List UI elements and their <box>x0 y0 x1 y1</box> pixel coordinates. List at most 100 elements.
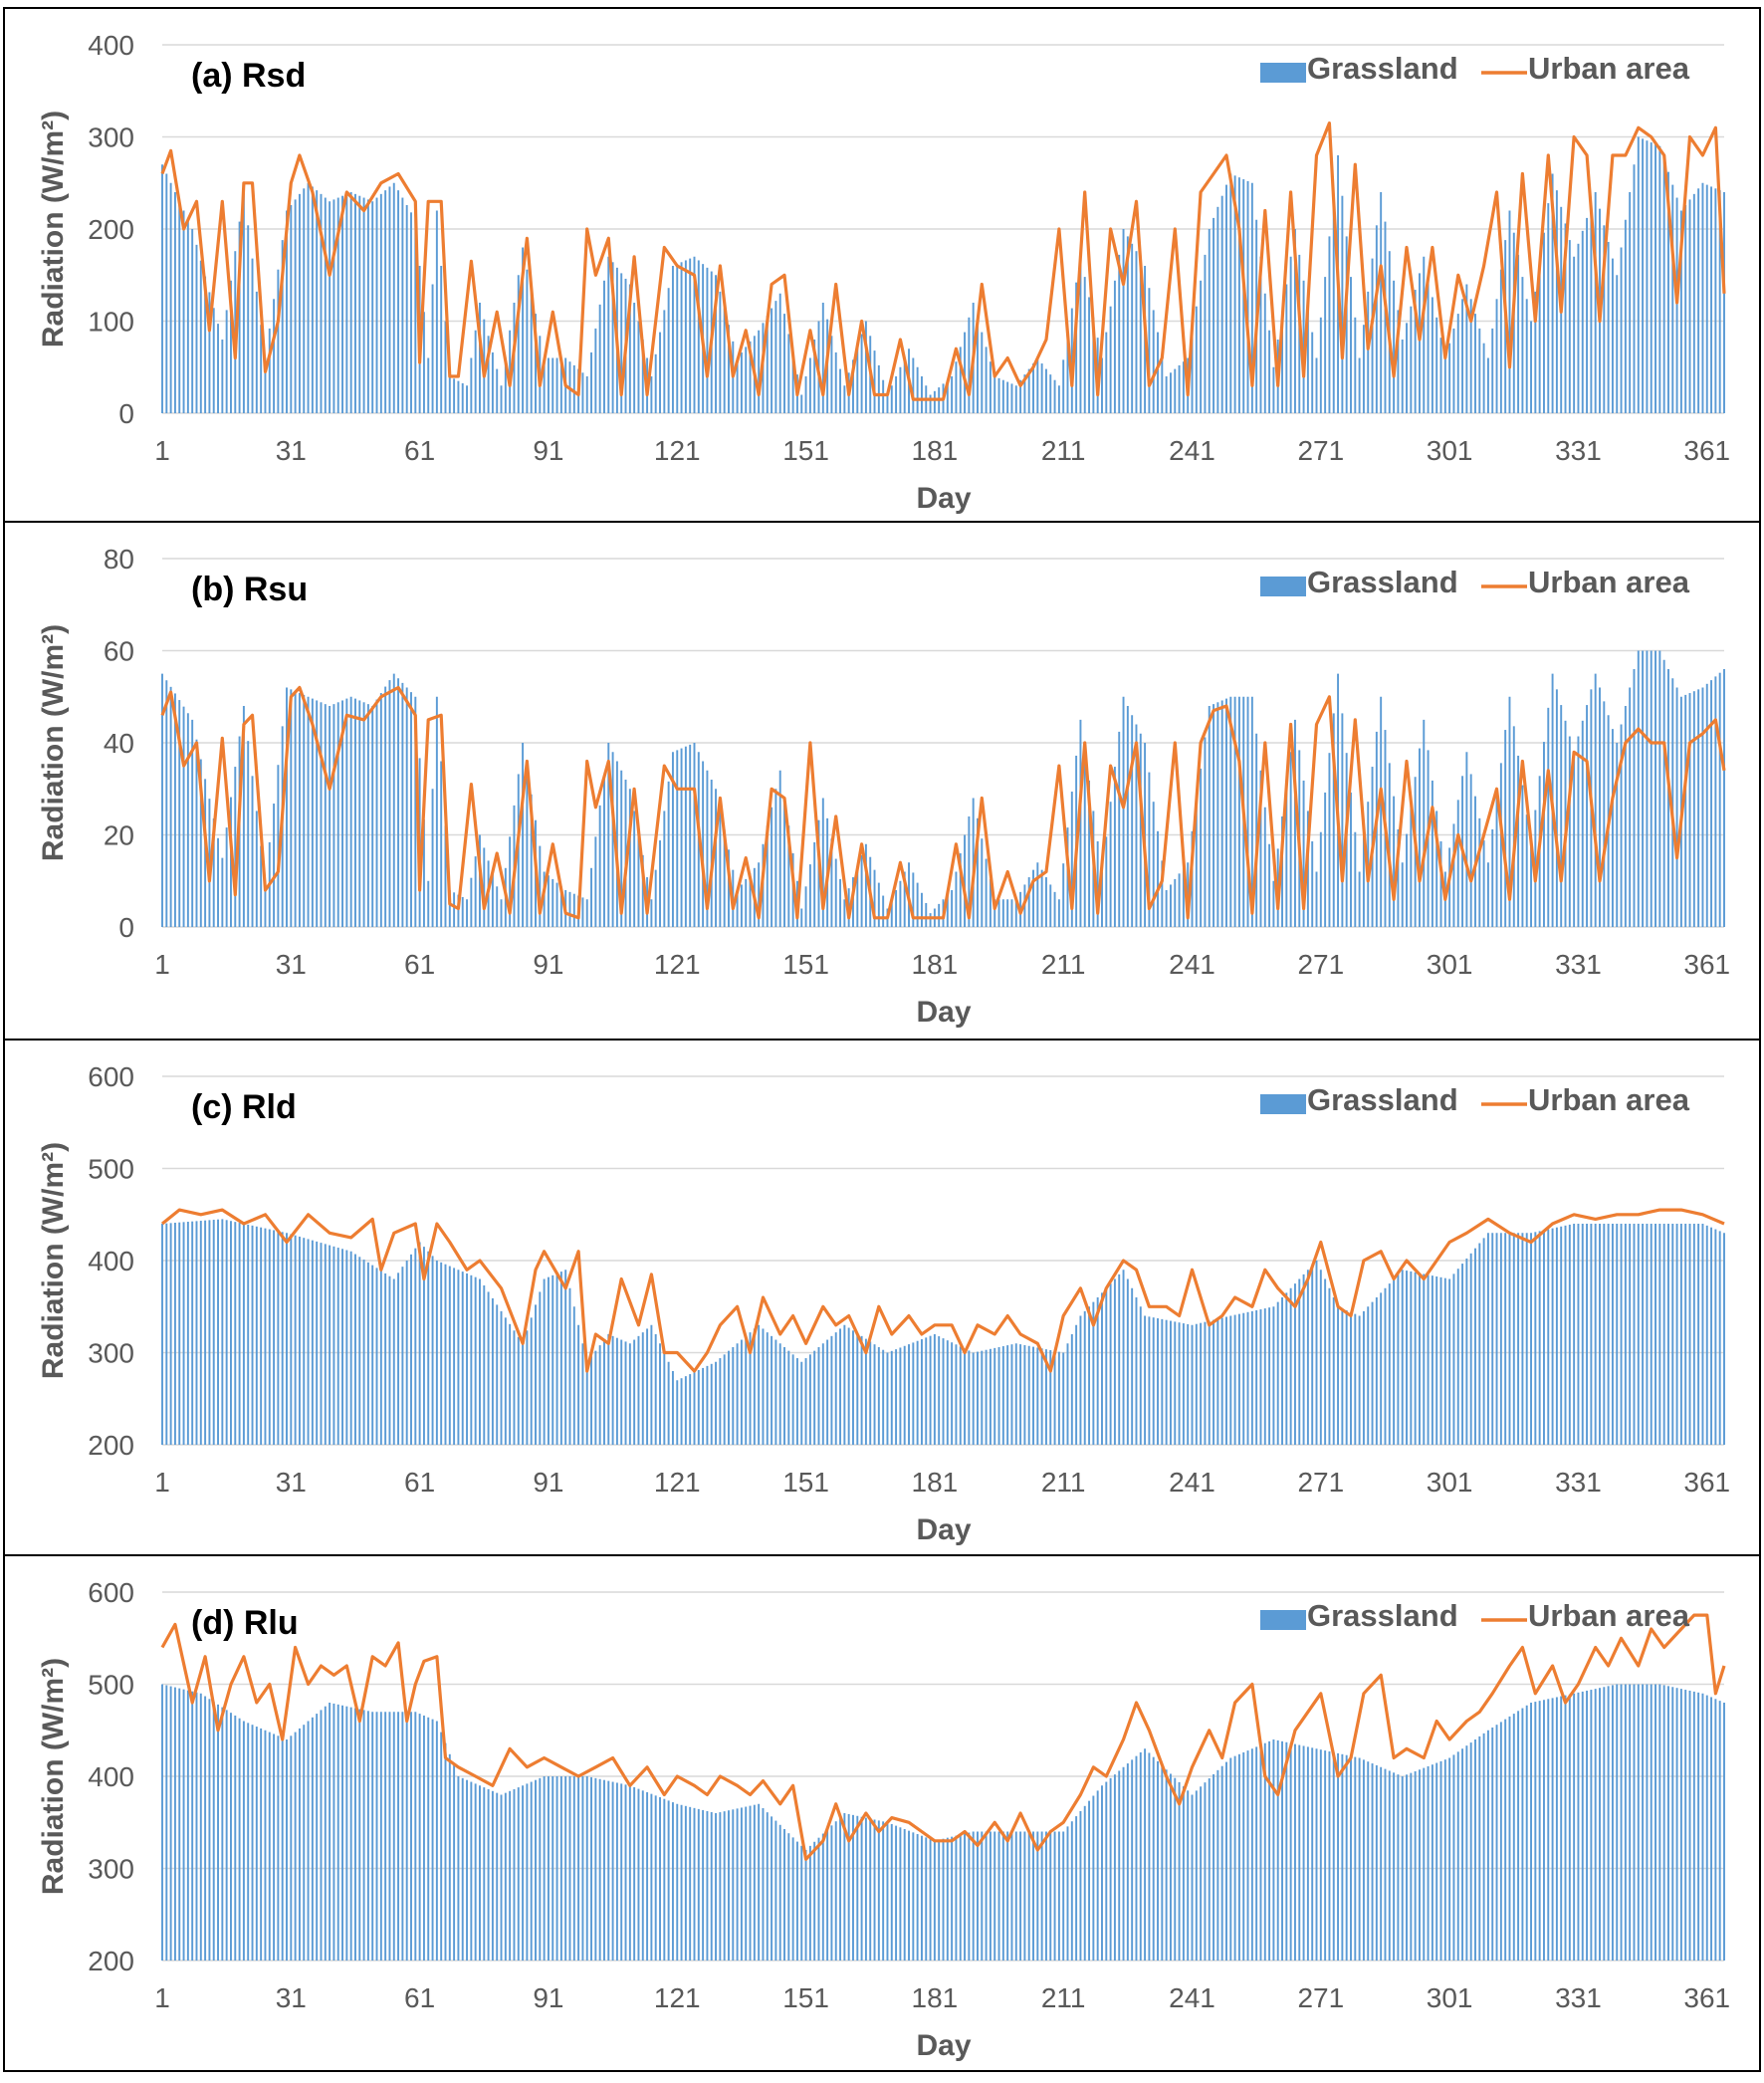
grassland-bar <box>972 1831 975 1961</box>
grassland-bar <box>946 379 949 413</box>
grassland-bar <box>1418 748 1421 927</box>
grassland-bar <box>1032 363 1034 413</box>
x-tick-label: 1 <box>154 949 170 980</box>
grassland-bar <box>959 853 962 927</box>
grassland-bar <box>320 193 323 413</box>
grassland-bar <box>1517 1711 1520 1961</box>
grassland-bar <box>1448 1757 1451 1961</box>
grassland-bar <box>1213 704 1215 927</box>
grassland-bar <box>1315 1748 1318 1961</box>
grassland-bar <box>1255 1309 1258 1445</box>
grassland-bar <box>388 1712 391 1961</box>
grassland-bar <box>1088 780 1091 927</box>
grassland-bar <box>1053 1831 1056 1961</box>
grassland-bar <box>1568 240 1571 413</box>
grassland-bar <box>1388 1770 1391 1961</box>
grassland-bar <box>1435 810 1438 927</box>
legend-label-grassland: Grassland <box>1307 1082 1458 1117</box>
grassland-bar <box>791 1837 794 1961</box>
grassland-bar <box>543 871 546 927</box>
grassland-bar <box>594 836 597 927</box>
grassland-bar <box>1328 1751 1331 1961</box>
grassland-bar <box>1452 1754 1455 1961</box>
grassland-bar <box>1697 188 1700 413</box>
grassland-bar <box>1324 792 1327 927</box>
grassland-bar <box>1014 899 1017 927</box>
grassland-bar <box>1564 223 1567 413</box>
grassland-bar <box>689 744 692 927</box>
grassland-bar <box>1482 343 1485 413</box>
grassland-bar <box>247 741 250 927</box>
grassland-bar <box>1637 1224 1640 1445</box>
grassland-bar <box>1650 1684 1653 1961</box>
grassland-bar <box>680 748 683 927</box>
grassland-bar <box>568 891 571 927</box>
legend-label-grassland: Grassland <box>1307 51 1458 86</box>
grassland-bar <box>964 332 967 413</box>
grassland-bar <box>774 1339 777 1445</box>
grassland-bar <box>1646 140 1649 413</box>
grassland-bar <box>242 706 245 927</box>
grassland-bar <box>1397 828 1400 927</box>
grassland-bar <box>1019 1831 1022 1961</box>
grassland-bar <box>1126 1763 1129 1961</box>
grassland-bar <box>1542 1700 1545 1961</box>
grassland-bar <box>204 1696 207 1961</box>
grassland-bar <box>1139 258 1142 413</box>
grassland-bar <box>1525 299 1528 413</box>
grassland-bar <box>1332 1751 1335 1961</box>
grassland-bar <box>169 182 172 413</box>
grassland-bar <box>1001 1831 1004 1961</box>
grassland-bar <box>1410 1772 1413 1961</box>
grassland-bar <box>1354 1313 1357 1445</box>
grassland-bar <box>877 882 880 927</box>
grassland-bar <box>821 1833 824 1961</box>
grassland-bar <box>1723 669 1725 927</box>
grassland-bar <box>620 770 623 927</box>
grassland-bar <box>1096 1790 1099 1961</box>
grassland-bar <box>903 1345 906 1445</box>
grassland-bar <box>1345 1309 1348 1445</box>
grassland-bar <box>1675 197 1678 413</box>
grassland-bar <box>1332 1297 1335 1445</box>
grassland-bar <box>1233 1755 1236 1961</box>
grassland-bar <box>466 385 469 413</box>
grassland-bar <box>500 1794 503 1961</box>
grassland-bar <box>628 1785 631 1961</box>
grassland-bar <box>715 789 718 927</box>
grassland-bar <box>397 190 400 413</box>
grassland-bar <box>1169 1773 1172 1961</box>
grassland-bar <box>1439 1760 1442 1961</box>
grassland-bar <box>316 700 319 927</box>
grassland-bar <box>474 1783 477 1961</box>
grassland-bar <box>1547 707 1550 927</box>
grassland-bar <box>577 1776 580 1961</box>
grassland-bar <box>392 1278 395 1445</box>
x-tick-label: 151 <box>782 1982 829 2013</box>
grassland-bar <box>178 1688 181 1961</box>
grassland-bar <box>749 873 752 927</box>
grassland-bar <box>221 857 224 927</box>
grassland-bar <box>977 317 979 413</box>
grassland-bar <box>873 869 876 927</box>
grassland-bar <box>1586 705 1589 927</box>
grassland-bar <box>1616 1224 1619 1445</box>
grassland-bar <box>977 817 979 927</box>
grassland-bar <box>1032 1346 1034 1445</box>
grassland-bar <box>260 1728 263 1961</box>
grassland-bar <box>723 308 726 413</box>
grassland-bar <box>1439 840 1442 927</box>
grassland-bar <box>972 798 975 927</box>
grassland-bar <box>1157 332 1159 413</box>
grassland-bar <box>1431 297 1433 413</box>
grassland-bar <box>1010 1344 1013 1445</box>
grassland-bar <box>1174 1321 1177 1445</box>
grassland-bar <box>1423 1767 1426 1961</box>
legend-swatch-grassland <box>1260 63 1306 83</box>
grassland-bar <box>1200 1322 1203 1445</box>
grassland-bar <box>989 361 992 413</box>
x-tick-label: 331 <box>1555 1467 1602 1498</box>
grassland-bar <box>173 693 176 927</box>
grassland-bar <box>1414 290 1417 413</box>
